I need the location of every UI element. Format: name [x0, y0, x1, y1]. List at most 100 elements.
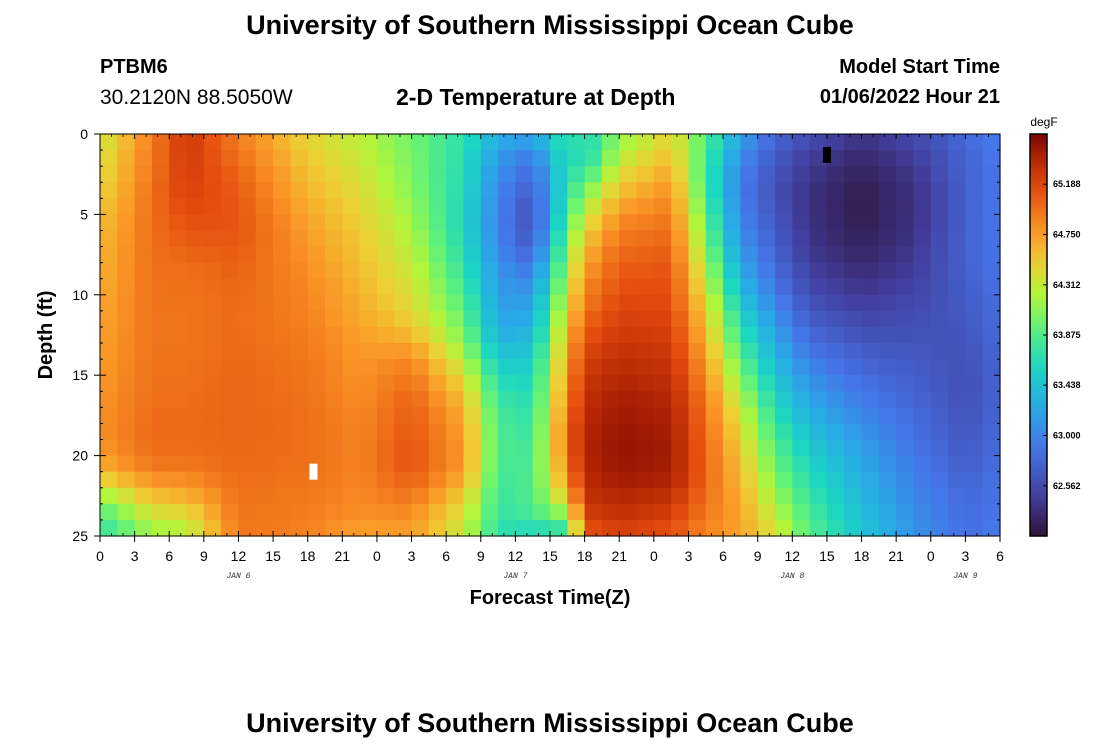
- heatmap-cell: [826, 326, 845, 344]
- heatmap-cell: [290, 439, 309, 457]
- heatmap-cell: [428, 343, 447, 360]
- x-tick-label: 12: [508, 548, 524, 564]
- heatmap-cell: [705, 182, 724, 199]
- heatmap-cell: [775, 198, 793, 215]
- heatmap-cell: [359, 359, 378, 376]
- heatmap-cell: [446, 343, 465, 360]
- heatmap-cell: [273, 375, 291, 392]
- heatmap-cell: [411, 375, 430, 392]
- heatmap-cell: [532, 166, 551, 183]
- heatmap-cell: [723, 391, 741, 408]
- heatmap-cell: [965, 359, 984, 376]
- heatmap-cell: [844, 375, 863, 392]
- heatmap-cell: [913, 310, 932, 328]
- heatmap-cell: [913, 439, 932, 457]
- heatmap-cell: [428, 150, 447, 167]
- heatmap-cell: [896, 294, 915, 312]
- heatmap-cell: [861, 230, 880, 248]
- heatmap-cell: [896, 487, 915, 505]
- heatmap-cell: [653, 278, 672, 296]
- heatmap-cell: [446, 391, 465, 408]
- heatmap-cell: [757, 487, 776, 505]
- heatmap-cell: [567, 359, 586, 376]
- heatmap-cell: [705, 134, 724, 151]
- heatmap-cell: [411, 182, 430, 199]
- heatmap-cell: [238, 198, 257, 215]
- heatmap-cell: [290, 487, 309, 505]
- heatmap-cell: [498, 343, 516, 360]
- heatmap-cell: [186, 246, 205, 264]
- heatmap-cell: [151, 423, 170, 441]
- heatmap-cell: [342, 423, 361, 441]
- heatmap-cell: [515, 375, 534, 392]
- heatmap-cell: [325, 455, 343, 473]
- heatmap-cell: [342, 134, 361, 151]
- heatmap-cell: [826, 423, 845, 441]
- heatmap-cell: [913, 230, 932, 248]
- heatmap-cell: [463, 310, 482, 328]
- heatmap-cell: [809, 214, 828, 232]
- heatmap-cell: [498, 423, 516, 441]
- heatmap-cell: [411, 343, 430, 360]
- heatmap-cell: [238, 487, 257, 505]
- heatmap-cell: [567, 519, 586, 537]
- heatmap-cell: [878, 423, 897, 441]
- heatmap-cell: [653, 310, 672, 328]
- heatmap-cell: [671, 407, 690, 425]
- heatmap-cell: [255, 519, 274, 537]
- heatmap-cell: [636, 455, 655, 473]
- heatmap-cell: [740, 407, 759, 425]
- heatmap-cell: [809, 198, 828, 215]
- heatmap-cell: [671, 375, 690, 392]
- heatmap-cell: [671, 310, 690, 328]
- colorbar-tick-label: 63.875: [1053, 330, 1081, 340]
- heatmap-cell: [238, 471, 257, 489]
- heatmap-cell: [151, 487, 170, 505]
- heatmap-cell: [255, 375, 274, 392]
- heatmap-cell: [498, 326, 516, 344]
- heatmap-cell: [376, 214, 395, 232]
- heatmap-cell: [446, 198, 465, 215]
- heatmap-cell: [255, 294, 274, 312]
- heatmap-cell: [134, 519, 153, 537]
- heatmap-cell: [273, 310, 291, 328]
- heatmap-cell: [878, 455, 897, 473]
- heatmap-cell: [255, 471, 274, 489]
- heatmap-cell: [740, 182, 759, 199]
- heatmap-cell: [515, 439, 534, 457]
- heatmap-cell: [376, 310, 395, 328]
- heatmap-cell: [134, 134, 153, 151]
- heatmap-cell: [619, 455, 638, 473]
- heatmap-cell: [809, 487, 828, 505]
- heatmap-cell: [463, 134, 482, 151]
- heatmap-cell: [740, 214, 759, 232]
- heatmap-cell: [757, 471, 776, 489]
- heatmap-cell: [428, 423, 447, 441]
- heatmap-cell: [965, 182, 984, 199]
- heatmap-cell: [965, 519, 984, 537]
- heatmap-cell: [948, 343, 966, 360]
- heatmap-cell: [221, 262, 240, 280]
- heatmap-cell: [826, 198, 845, 215]
- heatmap-cell: [290, 359, 309, 376]
- heatmap-cell: [671, 246, 690, 264]
- heatmap-cell: [619, 519, 638, 537]
- heatmap-cell: [186, 503, 205, 521]
- heatmap-cell: [394, 487, 413, 505]
- heatmap-cell: [394, 150, 413, 167]
- heatmap-cell: [100, 134, 118, 151]
- y-tick-label: 5: [80, 206, 88, 222]
- heatmap-cell: [653, 343, 672, 360]
- heatmap-cell: [463, 407, 482, 425]
- heatmap-cell: [775, 134, 793, 151]
- heatmap-cell: [446, 230, 465, 248]
- heatmap-cell: [359, 262, 378, 280]
- heatmap-cell: [584, 343, 603, 360]
- heatmap-cell: [775, 294, 793, 312]
- heatmap-cell: [775, 246, 793, 264]
- heatmap-cell: [151, 326, 170, 344]
- heatmap-cell: [826, 471, 845, 489]
- heatmap-cell: [221, 166, 240, 183]
- heatmap-cell: [273, 198, 291, 215]
- heatmap-cell: [878, 230, 897, 248]
